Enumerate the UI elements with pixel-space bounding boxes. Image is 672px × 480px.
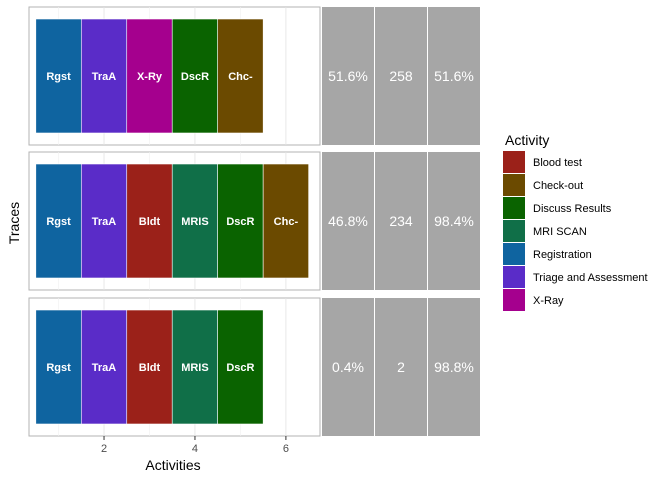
legend-swatch [503, 174, 525, 196]
activity-tile [35, 309, 82, 425]
legend-swatch [503, 220, 525, 242]
activity-tile [171, 163, 218, 279]
activity-tile [171, 18, 218, 134]
x-axis: 2 4 6 [101, 436, 289, 455]
legend-swatch [503, 266, 525, 288]
legend-label: Discuss Results [533, 203, 612, 215]
activity-label: TraA [92, 216, 117, 228]
stat-background [322, 7, 374, 145]
absolute-frequency-cell: 234 [375, 152, 427, 290]
legend-item: X-Ray [503, 289, 564, 311]
activity-tile [80, 163, 128, 279]
stat-background [375, 152, 427, 290]
stat-background [375, 298, 427, 436]
legend-swatch [503, 151, 525, 173]
stat-value: 51.6% [328, 68, 368, 84]
activity-label: MRIS [181, 216, 209, 228]
trace-panels: Rgst TraA X-Ry DscR Chc- Rgst TraA Bldt MRIS DscR… [28, 6, 321, 437]
legend: Activity Blood test Check-out Discuss Resu… [503, 132, 648, 311]
activity-tile [217, 309, 264, 425]
x-tick-label: 4 [192, 443, 198, 455]
relative-frequency-cell: 0.4% [322, 298, 374, 436]
cumulative-frequency-cell: 98.8% [428, 298, 480, 436]
activity-label: X-Ry [137, 71, 163, 83]
stat-value: 258 [389, 68, 413, 84]
stat-background [428, 152, 480, 290]
activity-label: Bldt [139, 216, 161, 228]
trace-panel: Rgst TraA Bldt MRIS DscR Chc- [28, 151, 321, 291]
activity-label: DscR [226, 362, 254, 374]
activity-tile [217, 163, 264, 279]
stat-background [375, 7, 427, 145]
legend-label: Check-out [533, 180, 583, 192]
legend-swatch [503, 289, 525, 311]
activity-tile [126, 18, 173, 134]
activity-label: Bldt [139, 362, 161, 374]
activity-label: TraA [92, 71, 117, 83]
activity-label: Rgst [46, 362, 71, 374]
relative-frequency-cell: 51.6% [322, 7, 374, 145]
legend-swatch [503, 243, 525, 265]
absolute-frequency-cell: 2 [375, 298, 427, 436]
activity-label: Rgst [46, 216, 71, 228]
cumulative-frequency-cell: 98.4% [428, 152, 480, 290]
stat-value: 0.4% [332, 359, 364, 375]
trace-panel: Rgst TraA X-Ry DscR Chc- [28, 6, 321, 146]
x-axis-title: Activities [145, 457, 200, 473]
relative-frequency-cell: 46.8% [322, 152, 374, 290]
activity-tile [262, 163, 309, 279]
activity-label: Chc- [274, 216, 299, 228]
stat-background [322, 298, 374, 436]
cumulative-frequency-cell: 51.6% [428, 7, 480, 145]
frequency-columns: 51.6% 258 51.6% 46.8% 234 98.4% 0.4% 2 98.8% [322, 7, 480, 436]
legend-item: Blood test [503, 151, 582, 173]
legend-title: Activity [505, 132, 549, 148]
activity-tile [80, 309, 128, 425]
activity-tile [35, 163, 82, 279]
x-tick-label: 2 [101, 443, 107, 455]
legend-swatch [503, 197, 525, 219]
activity-tile [217, 18, 264, 134]
activity-tile [171, 309, 218, 425]
activity-label: MRIS [181, 362, 209, 374]
activity-label: Chc- [228, 71, 253, 83]
activity-tile [80, 18, 128, 134]
stat-value: 51.6% [434, 68, 474, 84]
activity-label: TraA [92, 362, 117, 374]
absolute-frequency-cell: 258 [375, 7, 427, 145]
activity-label: DscR [226, 216, 254, 228]
legend-label: Triage and Assessment [533, 272, 648, 284]
stat-value: 98.4% [434, 213, 474, 229]
legend-item: Registration [503, 243, 592, 265]
legend-item: MRI SCAN [503, 220, 587, 242]
stat-value: 46.8% [328, 213, 368, 229]
activity-label: Rgst [46, 71, 71, 83]
x-tick-label: 6 [283, 443, 289, 455]
legend-label: Registration [533, 249, 592, 261]
legend-item: Discuss Results [503, 197, 612, 219]
stat-background [428, 298, 480, 436]
legend-label: Blood test [533, 157, 582, 169]
stat-background [322, 152, 374, 290]
stat-value: 98.8% [434, 359, 474, 375]
legend-label: X-Ray [533, 295, 564, 307]
activity-label: DscR [181, 71, 209, 83]
stat-background [428, 7, 480, 145]
trace-panel: Rgst TraA Bldt MRIS DscR [28, 297, 321, 437]
legend-item: Check-out [503, 174, 583, 196]
activity-tile [126, 163, 173, 279]
activity-tile [126, 309, 173, 425]
legend-item: Triage and Assessment [503, 266, 648, 288]
y-axis-title: Traces [6, 202, 22, 244]
legend-items: Blood test Check-out Discuss Results MRI SC… [503, 151, 648, 311]
stat-value: 2 [397, 359, 405, 375]
legend-label: MRI SCAN [533, 226, 587, 238]
stat-value: 234 [389, 213, 413, 229]
